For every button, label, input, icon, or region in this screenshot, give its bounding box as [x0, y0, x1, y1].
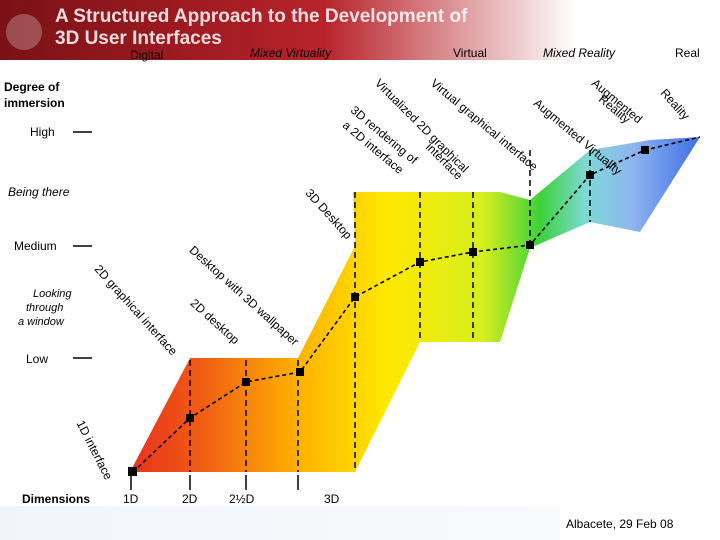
header-banner: A Structured Approach to the Development…	[0, 0, 720, 60]
title-line-1: A Structured Approach to the Development…	[55, 6, 468, 27]
y-axis-title-line-2: immersion	[4, 96, 65, 110]
scale-mixed-virtuality: Mixed Virtuality	[250, 46, 332, 60]
y-label-low: Low	[26, 352, 49, 366]
y-label-medium: Medium	[14, 239, 57, 253]
y-label-looking-3: a window	[18, 316, 64, 328]
y-label-looking-2: through	[26, 302, 64, 314]
y-label-high: High	[30, 125, 55, 139]
slide-title: A Structured Approach to the Development…	[55, 6, 467, 50]
x-label-2d: 2D	[182, 492, 198, 506]
immersion-band	[130, 137, 700, 472]
footer-location-date: Albacete, 29 Feb 08	[566, 517, 674, 531]
scale-virtual: Virtual	[453, 46, 487, 60]
scale-mixed-reality: Mixed Reality	[543, 46, 616, 60]
y-label-looking-1: Looking	[33, 288, 72, 300]
footer-logos	[0, 506, 560, 540]
x-label-3d: 3D	[324, 492, 340, 506]
x-label-2-5d: 2½D	[229, 492, 255, 506]
logo-icon	[6, 14, 42, 50]
title-line-2: 3D User Interfaces	[55, 28, 222, 49]
scale-real: Real	[675, 46, 700, 60]
trend-markers	[128, 146, 649, 476]
scale-digital: Digital	[130, 48, 164, 62]
y-label-being-there: Being there	[8, 185, 70, 199]
x-label-1d: 1D	[123, 492, 139, 506]
x-axis-title: Dimensions	[22, 492, 91, 506]
y-axis-title-line-1: Degree of	[4, 80, 60, 94]
